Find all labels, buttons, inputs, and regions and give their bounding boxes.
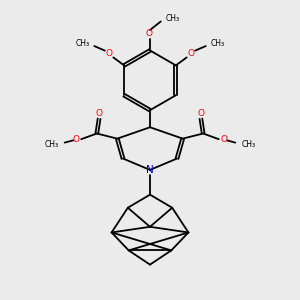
Text: O: O — [146, 29, 153, 38]
Text: O: O — [73, 135, 80, 144]
Text: O: O — [197, 109, 204, 118]
Text: CH₃: CH₃ — [211, 39, 225, 48]
Text: N: N — [146, 165, 154, 175]
Text: CH₃: CH₃ — [75, 39, 89, 48]
Text: O: O — [105, 49, 112, 58]
Text: O: O — [220, 135, 227, 144]
Text: CH₃: CH₃ — [166, 14, 180, 23]
Text: CH₃: CH₃ — [242, 140, 256, 149]
Text: O: O — [96, 109, 103, 118]
Text: O: O — [188, 49, 195, 58]
Text: CH₃: CH₃ — [44, 140, 58, 149]
